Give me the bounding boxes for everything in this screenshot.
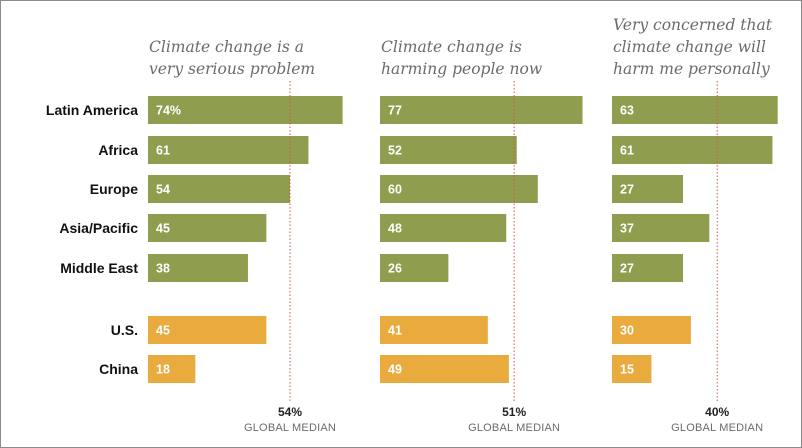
bar <box>380 96 583 124</box>
panel-title-line: Very concerned that <box>613 16 773 34</box>
bar <box>148 355 196 383</box>
bar <box>148 136 309 164</box>
bar <box>148 175 291 203</box>
panel-title-line: harming people now <box>381 60 542 78</box>
bar-value-label: 48 <box>388 222 402 236</box>
bar <box>148 96 343 124</box>
panel-title-line: Climate change is <box>381 38 522 56</box>
median-caption: GLOBAL MEDIAN <box>468 422 560 434</box>
bar <box>612 136 773 164</box>
bar <box>612 96 778 124</box>
bar <box>148 316 267 344</box>
bar-value-label: 45 <box>156 222 170 236</box>
panel-title-line: Climate change is a <box>149 38 304 56</box>
panel-title-line: very serious problem <box>149 60 315 78</box>
category-label: Europe <box>90 181 138 197</box>
bar-value-label: 74% <box>156 104 181 118</box>
bar-value-label: 49 <box>388 363 402 377</box>
bar <box>380 355 509 383</box>
bar-value-label: 30 <box>620 324 634 338</box>
bar <box>148 254 248 282</box>
category-label: Africa <box>98 142 138 158</box>
bar <box>612 254 684 282</box>
bar <box>380 214 507 242</box>
category-label: Middle East <box>60 260 138 276</box>
median-value-label: 54% <box>278 405 302 419</box>
bar <box>612 214 710 242</box>
bar <box>612 355 652 383</box>
bar <box>380 316 488 344</box>
bar-value-label: 38 <box>156 262 170 276</box>
bar-value-label: 18 <box>156 363 170 377</box>
bar-value-label: 26 <box>388 262 402 276</box>
bar-value-label: 41 <box>388 324 402 338</box>
bar <box>612 175 684 203</box>
bar <box>380 254 449 282</box>
category-label: Asia/Pacific <box>59 220 138 236</box>
panel-title-line: climate change will <box>613 38 766 56</box>
bar <box>380 175 538 203</box>
bar-value-label: 37 <box>620 222 634 236</box>
bar-value-label: 60 <box>388 183 402 197</box>
bar <box>612 316 691 344</box>
bar-value-label: 61 <box>620 144 634 158</box>
median-value-label: 51% <box>502 405 526 419</box>
bar-value-label: 54 <box>156 183 170 197</box>
bar-value-label: 45 <box>156 324 170 338</box>
panel-title-line: harm me personally <box>613 60 770 78</box>
bar-value-label: 27 <box>620 183 634 197</box>
bar-value-label: 15 <box>620 363 634 377</box>
bar-value-label: 61 <box>156 144 170 158</box>
bar-value-label: 63 <box>620 104 634 118</box>
bar-value-label: 27 <box>620 262 634 276</box>
category-label: Latin America <box>46 102 138 118</box>
category-label: U.S. <box>111 322 138 338</box>
median-caption: GLOBAL MEDIAN <box>244 422 336 434</box>
median-caption: GLOBAL MEDIAN <box>671 422 763 434</box>
median-value-label: 40% <box>705 405 729 419</box>
category-label: China <box>99 361 138 377</box>
bar-value-label: 52 <box>388 144 402 158</box>
bar <box>148 214 267 242</box>
bar <box>380 136 517 164</box>
bar-value-label: 77 <box>388 104 402 118</box>
